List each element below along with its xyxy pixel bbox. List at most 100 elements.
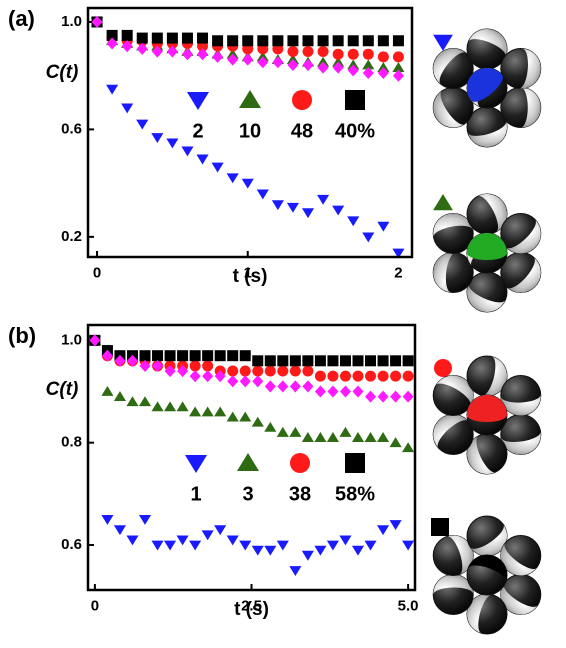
marker xyxy=(101,386,114,396)
marker xyxy=(347,216,360,227)
y-tick-label: 0.6 xyxy=(61,536,82,553)
marker xyxy=(151,32,163,44)
marker xyxy=(189,406,202,417)
marker xyxy=(352,355,364,367)
legend-label: 40% xyxy=(335,120,375,142)
cluster-illustrations xyxy=(431,28,542,635)
sphere-half xyxy=(468,29,507,57)
sphere-half xyxy=(519,48,541,89)
marker xyxy=(214,525,227,536)
marker xyxy=(257,35,269,47)
legend-entry: 38 xyxy=(289,453,311,505)
series xyxy=(88,335,415,577)
marker xyxy=(365,370,377,382)
marker xyxy=(201,530,214,541)
marker xyxy=(264,380,276,393)
x-tick-label: 2.5 xyxy=(241,597,262,614)
marker xyxy=(327,370,339,382)
marker xyxy=(181,146,194,157)
marker xyxy=(164,364,176,378)
marker xyxy=(226,535,239,546)
sphere-half xyxy=(500,431,541,455)
marker xyxy=(276,540,289,551)
marker xyxy=(177,350,189,362)
marker xyxy=(89,334,101,347)
marker xyxy=(362,48,374,60)
marker xyxy=(126,396,139,407)
marker xyxy=(214,370,226,383)
marker xyxy=(252,375,264,388)
marker xyxy=(126,535,139,546)
legend-entry: 58% xyxy=(335,453,375,505)
marker xyxy=(317,35,329,47)
marker xyxy=(138,515,152,525)
marker xyxy=(185,455,207,473)
legend-entry: 48 xyxy=(291,90,313,142)
marker xyxy=(390,370,402,382)
marker xyxy=(201,406,214,417)
marker xyxy=(389,437,402,448)
marker xyxy=(239,365,251,377)
legend-entry: 3 xyxy=(237,453,259,505)
marker xyxy=(317,194,330,205)
marker xyxy=(166,45,178,58)
panel: (a) C(t) t (s) 0 1 2 0.2 0.6 1.0 2 10 48 40% xyxy=(8,6,414,287)
legend-label: 48 xyxy=(291,120,313,142)
marker xyxy=(292,90,312,110)
marker xyxy=(392,69,404,82)
marker xyxy=(365,390,377,403)
marker xyxy=(136,32,148,44)
sphere-half xyxy=(506,219,541,254)
marker xyxy=(196,154,209,165)
marker xyxy=(362,66,374,80)
marker xyxy=(351,545,365,556)
marker xyxy=(251,416,264,427)
marker xyxy=(339,426,352,437)
marker xyxy=(317,46,329,58)
sphere-color xyxy=(467,233,507,260)
marker xyxy=(227,350,239,362)
marker xyxy=(151,133,164,143)
x-tick-label: 5.0 xyxy=(398,597,419,614)
y-axis-label: C(t) xyxy=(46,62,79,83)
marker xyxy=(264,545,277,556)
marker xyxy=(136,119,149,130)
cluster xyxy=(432,28,542,148)
marker xyxy=(345,90,365,110)
marker xyxy=(302,355,314,367)
marker xyxy=(290,453,310,473)
x-tick-label: 0 xyxy=(91,597,99,614)
legend-label: 1 xyxy=(190,483,201,505)
marker xyxy=(347,48,359,60)
y-tick-label: 0.2 xyxy=(61,228,82,245)
marker xyxy=(214,406,227,417)
marker xyxy=(101,349,113,362)
marker xyxy=(176,535,189,546)
marker xyxy=(252,365,264,377)
marker xyxy=(212,50,224,63)
marker xyxy=(317,61,329,74)
marker xyxy=(91,15,103,29)
marker xyxy=(377,432,390,442)
marker xyxy=(332,35,344,47)
legend-entry: 40% xyxy=(335,90,375,142)
marker xyxy=(126,354,138,367)
y-axis-label: C(t) xyxy=(46,379,79,400)
marker xyxy=(242,53,254,66)
marker xyxy=(389,520,402,531)
marker xyxy=(326,432,339,442)
cluster xyxy=(432,193,542,313)
marker xyxy=(327,355,339,367)
legend-label: 3 xyxy=(242,483,253,505)
marker xyxy=(239,411,252,422)
marker xyxy=(176,401,189,412)
marker xyxy=(351,432,365,442)
marker xyxy=(377,66,389,80)
marker xyxy=(241,178,254,189)
marker xyxy=(352,370,364,382)
marker xyxy=(287,46,299,58)
marker xyxy=(302,58,314,71)
marker xyxy=(364,540,377,551)
marker xyxy=(302,46,314,58)
marker xyxy=(151,540,164,551)
